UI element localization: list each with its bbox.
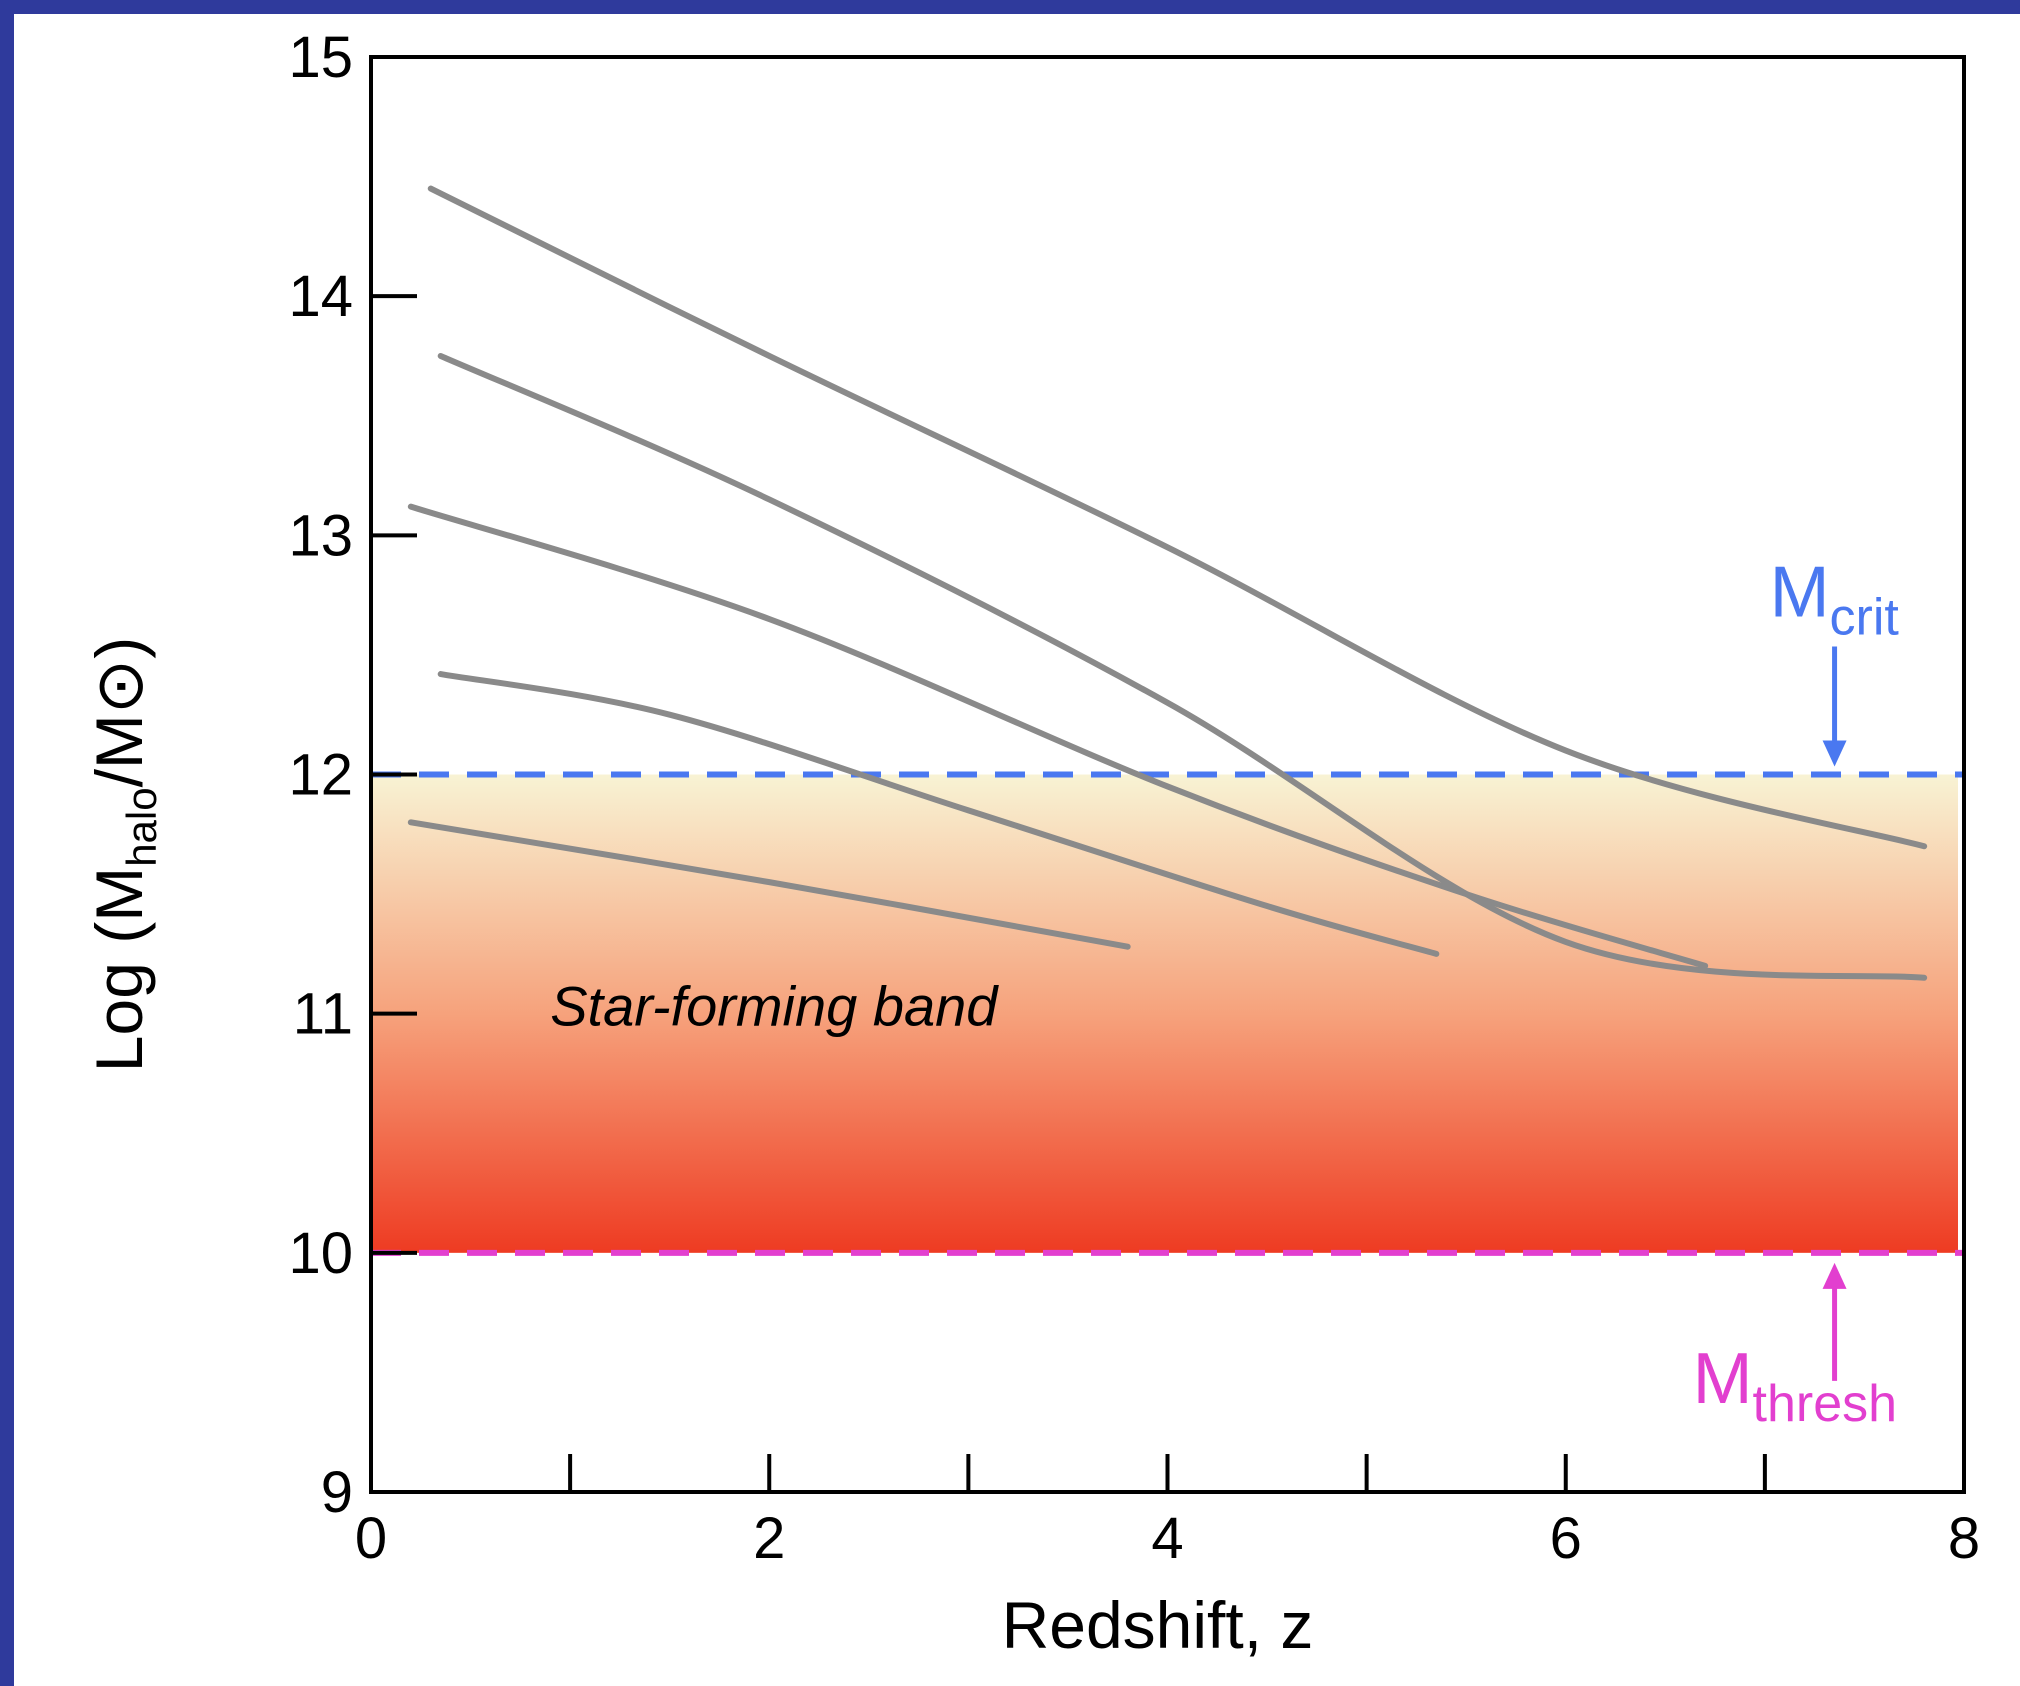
- star-forming-band: [371, 774, 1958, 1253]
- x-tick-label-0: 0: [355, 1506, 387, 1571]
- y-tick-label-13: 13: [288, 503, 353, 568]
- arrow-head-M_thresh: [1822, 1262, 1847, 1289]
- label-M_thresh: Mthresh: [1693, 1339, 1898, 1433]
- band-label: Star-forming band: [550, 975, 999, 1038]
- label-M_crit: Mcrit: [1770, 553, 1900, 647]
- series-line-2: [437, 352, 1928, 981]
- y-axis-title: Log (Mhalo/M⊙): [82, 637, 165, 1072]
- arrow-head-M_crit: [1822, 740, 1847, 767]
- y-tick-label-15: 15: [288, 25, 353, 90]
- y-tick-label-9: 9: [321, 1460, 353, 1525]
- y-tick-label-14: 14: [288, 264, 353, 329]
- series-line-3: [407, 503, 1709, 969]
- series-line-4: [437, 671, 1440, 957]
- x-tick-label-2: 2: [753, 1506, 785, 1571]
- series-line-1: [427, 185, 1928, 850]
- chart-panel: 0 2 4 6 8 9 10 11 12 13 14 15 Star-forming band Red…: [14, 14, 2020, 1686]
- halo-mass-chart: 0 2 4 6 8 9 10 11 12 13 14 15 Star-forming band Red…: [82, 25, 1980, 1662]
- x-tick-label-6: 6: [1550, 1506, 1582, 1571]
- y-tick-label-12: 12: [288, 743, 353, 808]
- y-tick-label-10: 10: [288, 1221, 353, 1286]
- x-tick-label-8: 8: [1948, 1506, 1980, 1571]
- series-line-5: [407, 819, 1131, 950]
- x-tick-label-4: 4: [1151, 1506, 1183, 1571]
- x-axis-title: Redshift, z: [1002, 1588, 1314, 1662]
- y-tick-label-11: 11: [293, 982, 353, 1047]
